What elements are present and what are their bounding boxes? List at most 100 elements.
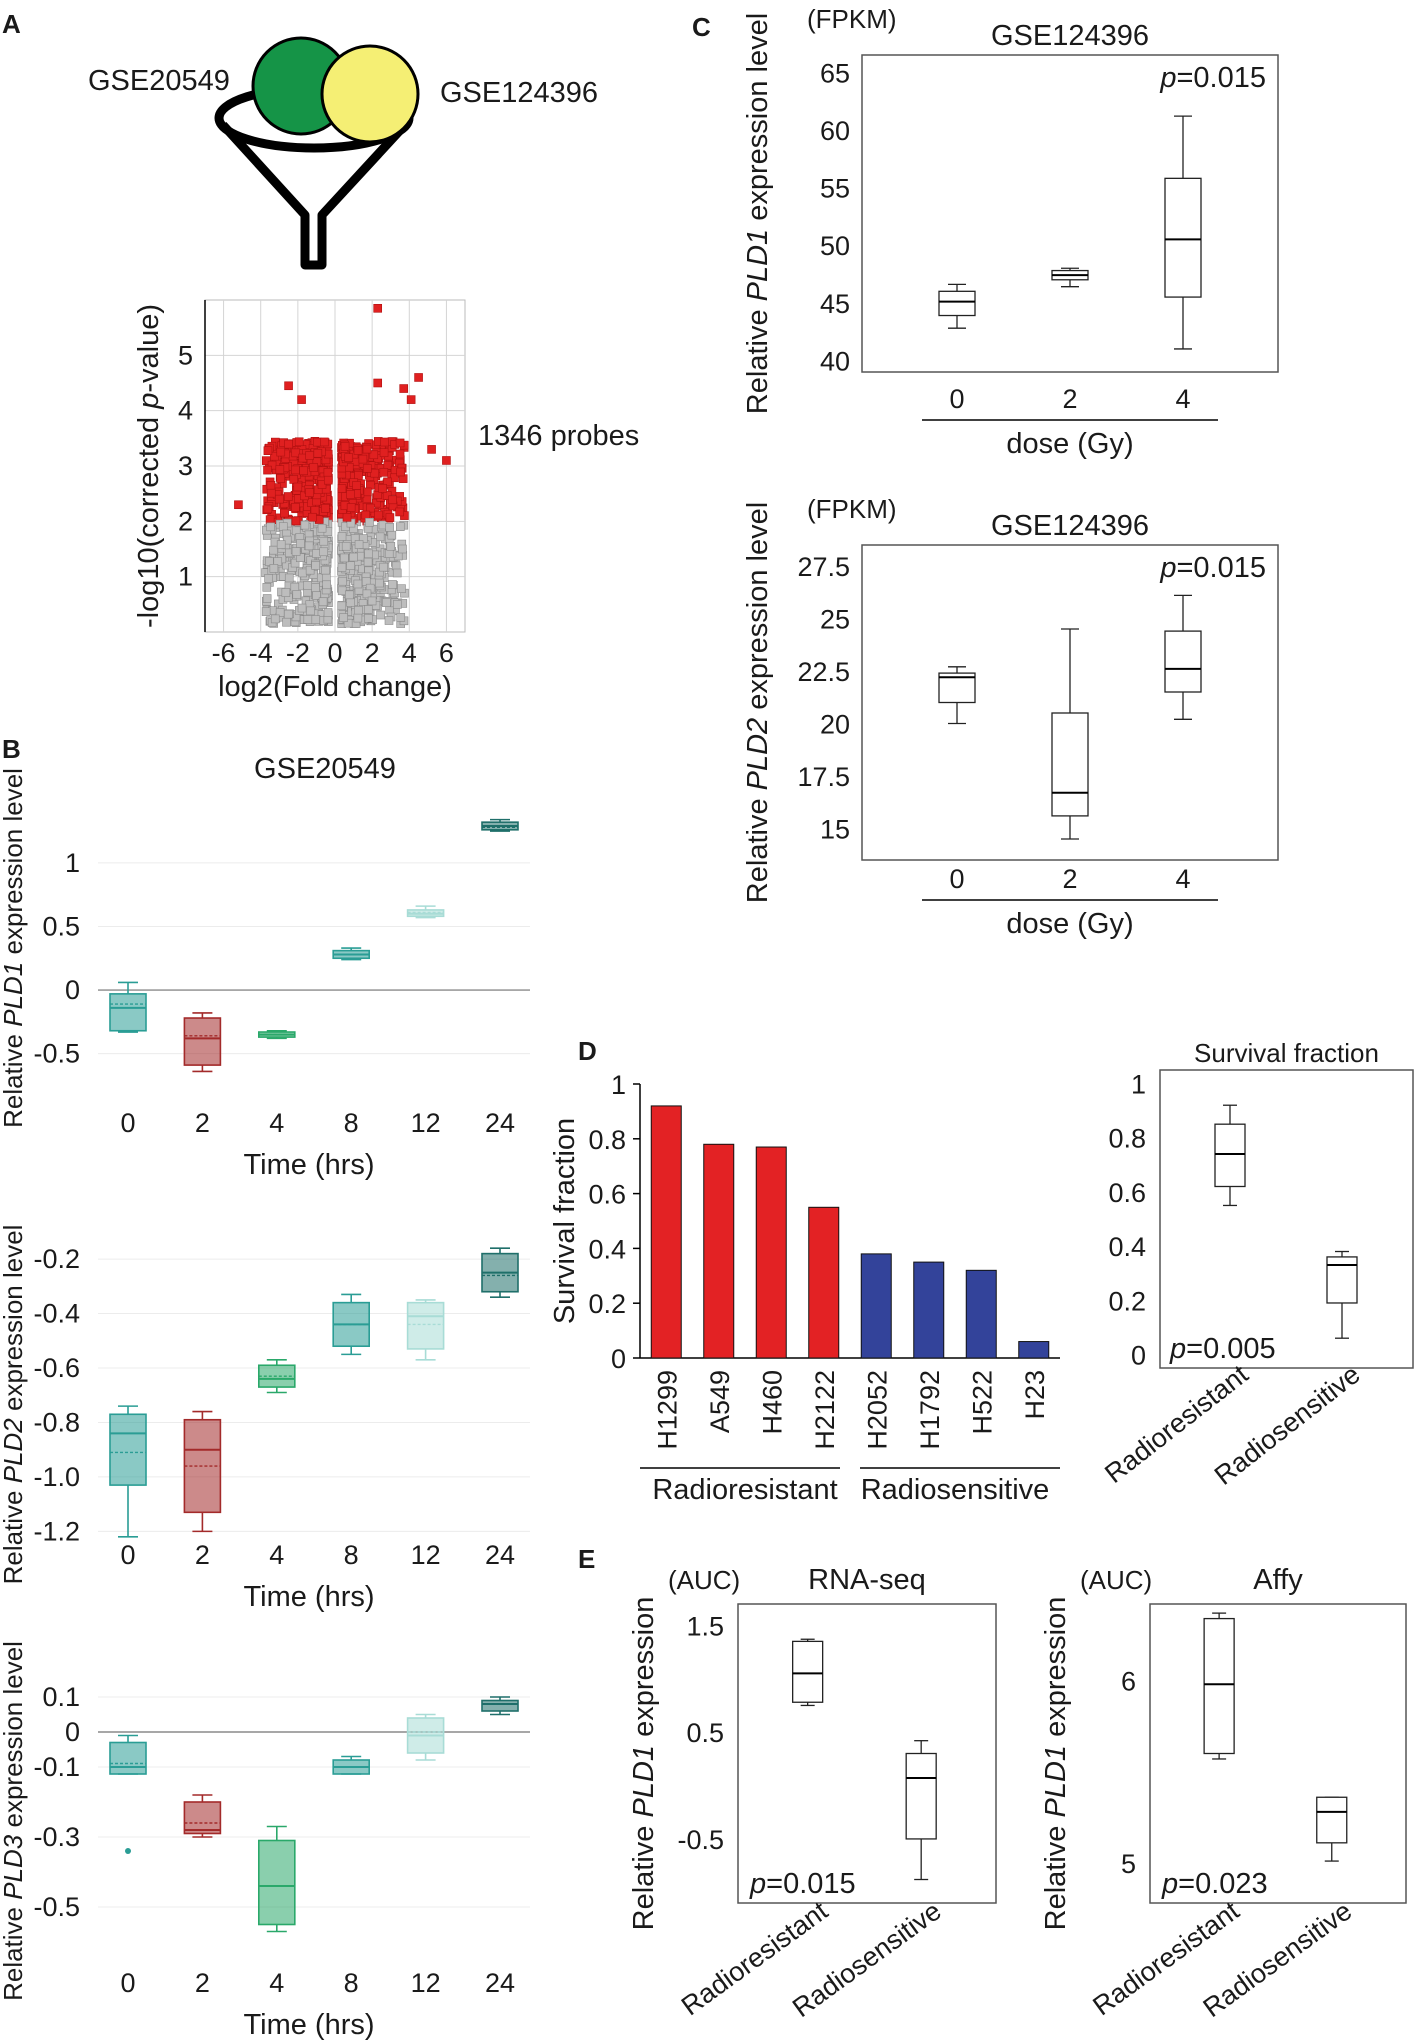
y-tick-label: -1.2 — [33, 1516, 80, 1546]
significant-probe-point — [395, 507, 404, 517]
probe-point — [269, 564, 279, 573]
significant-probe-point — [383, 477, 392, 487]
y-axis-label-part: PLD1 — [1040, 1745, 1072, 1818]
p-value: =0.015 — [1176, 552, 1266, 584]
y-tick-label: 1 — [1131, 1070, 1146, 1100]
probe-point — [306, 606, 315, 616]
unit-label: (FPKM) — [807, 494, 897, 524]
y-axis-label-part: expression level — [0, 1225, 28, 1419]
significant-probe-point — [374, 510, 383, 520]
unit-label: (AUC) — [1080, 1565, 1152, 1595]
significant-probe-point — [388, 495, 397, 505]
y-axis-label-part: expression — [628, 1597, 660, 1745]
bar — [913, 1261, 945, 1359]
box-iqr — [1316, 1796, 1348, 1844]
x-tick-label: -4 — [249, 638, 273, 668]
x-tick-label: 8 — [344, 1540, 359, 1570]
y-axis-label-part: expression level — [0, 1641, 28, 1835]
box-iqr — [109, 1413, 147, 1486]
significant-probe-point — [385, 513, 395, 522]
p-value-label: p=0.015 — [749, 1868, 856, 1900]
significant-probe-point — [305, 488, 314, 497]
significant-probe-point — [283, 492, 293, 501]
box-iqr — [1164, 177, 1202, 298]
y-axis-label-part: -value) — [133, 304, 165, 393]
panel-label-a: A — [2, 9, 21, 39]
probe-point — [284, 609, 293, 619]
probe-count-label: 1346 probes — [478, 420, 639, 452]
x-tick-label: H2052 — [862, 1370, 892, 1450]
probe-point — [281, 588, 291, 597]
p-value: =0.015 — [766, 1868, 856, 1900]
box-iqr — [406, 1301, 445, 1350]
probe-point — [353, 613, 363, 623]
significant-probe-point — [369, 450, 379, 460]
x-tick-label: 4 — [1175, 864, 1190, 894]
x-tick-label: 24 — [485, 1540, 515, 1570]
y-tick-label: -0.4 — [33, 1299, 80, 1329]
significant-probe-point — [234, 500, 243, 510]
probe-point — [353, 579, 363, 589]
probe-point — [398, 544, 407, 554]
panel-label-d: D — [578, 1036, 597, 1066]
significant-probe-point — [308, 512, 317, 522]
chart-title: RNA-seq — [808, 1564, 926, 1596]
significant-probe-point — [373, 303, 383, 313]
significant-probe-point — [337, 484, 347, 493]
probe-point — [364, 614, 373, 623]
significant-probe-point — [263, 465, 272, 475]
probe-point — [311, 561, 320, 570]
significant-probe-point — [320, 437, 329, 447]
significant-probe-point — [321, 504, 330, 513]
bar — [860, 1253, 892, 1359]
probe-point — [282, 617, 291, 627]
y-axis-label-part: Relative — [0, 1900, 28, 2001]
funnel-body — [219, 121, 409, 270]
y-tick-label: 2 — [178, 506, 193, 536]
y-tick-label: -0.5 — [677, 1825, 724, 1855]
significant-probe-point — [361, 510, 371, 520]
probe-point — [261, 607, 271, 616]
y-tick-label: 45 — [820, 289, 850, 319]
y-tick-label: 22.5 — [797, 657, 850, 687]
y-tick-label: 20 — [820, 710, 850, 740]
significant-probe-point — [266, 488, 276, 498]
chart-title: Survival fraction — [1194, 1038, 1379, 1068]
x-tick-label: 2 — [1062, 384, 1077, 414]
y-tick-label: 0.6 — [588, 1180, 626, 1210]
probe-point — [387, 530, 397, 540]
y-tick-label: 60 — [820, 116, 850, 146]
p-symbol: p — [1161, 1868, 1178, 1900]
x-tick-label: 0 — [120, 1540, 135, 1570]
p-value-label: p=0.005 — [1169, 1333, 1276, 1365]
probe-point — [365, 517, 374, 527]
probe-point — [270, 614, 280, 624]
x-tick-label: H23 — [1020, 1370, 1050, 1420]
probe-point — [397, 584, 406, 593]
significant-probe-point — [354, 471, 363, 480]
x-tick-label: 4 — [269, 1540, 284, 1570]
significant-probe-point — [363, 487, 372, 497]
y-tick-label: 3 — [178, 451, 193, 481]
plot-frame — [1159, 1069, 1414, 1369]
probe-point — [265, 557, 274, 566]
box-iqr — [1164, 630, 1202, 693]
probe-point — [291, 547, 301, 556]
x-tick-label: H460 — [757, 1370, 787, 1435]
probe-point — [284, 573, 294, 583]
significant-probe-point — [293, 482, 303, 492]
probe-point — [344, 590, 354, 600]
p-value: =0.015 — [1176, 62, 1266, 94]
box-iqr — [183, 1017, 222, 1066]
probe-point — [298, 568, 307, 578]
significant-probe-point — [344, 453, 354, 462]
plot-frame — [861, 544, 1279, 861]
probe-point — [396, 613, 406, 622]
chart-title: GSE124396 — [991, 20, 1149, 52]
bar — [808, 1206, 840, 1359]
probe-point — [276, 540, 286, 549]
probe-point — [340, 553, 349, 563]
significant-probe-point — [395, 449, 405, 459]
significant-probe-point — [353, 446, 363, 455]
probe-point — [317, 523, 327, 533]
